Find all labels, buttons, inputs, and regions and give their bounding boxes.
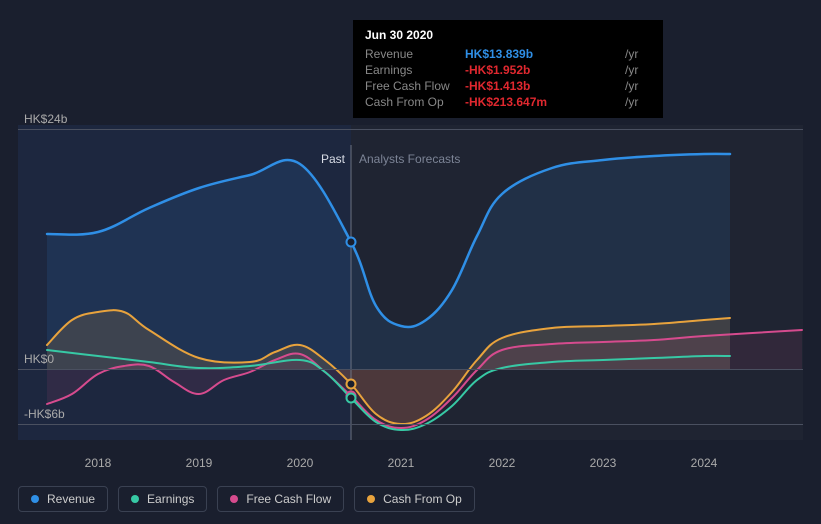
legend-label: Free Cash Flow [246,492,331,506]
legend-label: Revenue [47,492,95,506]
tooltip-row-value: HK$13.839b [465,46,625,62]
chart-legend: Revenue Earnings Free Cash Flow Cash From O… [18,486,475,512]
y-gridline [18,129,803,130]
legend-item-free_cash_flow[interactable]: Free Cash Flow [217,486,344,512]
chart-container: HK$24b HK$0 -HK$6b 2018 2019 2020 2021 2022 202… [0,0,821,524]
legend-item-cash_from_op[interactable]: Cash From Op [354,486,475,512]
x-axis-label: 2021 [388,456,415,470]
tooltip-row: Earnings-HK$1.952b/yr [365,62,651,78]
legend-swatch [367,495,375,503]
x-axis-label: 2019 [186,456,213,470]
forecast-region-label: Analysts Forecasts [359,152,460,166]
tooltip-row-value: -HK$1.413b [465,78,625,94]
hover-marker [347,394,356,403]
x-axis-label: 2024 [691,456,718,470]
y-axis-label: HK$24b [24,112,67,126]
hover-marker [347,238,356,247]
tooltip-row-label: Earnings [365,62,465,78]
legend-item-earnings[interactable]: Earnings [118,486,207,512]
tooltip-row-label: Cash From Op [365,94,465,110]
y-axis-label: -HK$6b [24,407,65,421]
y-gridline [18,369,803,370]
tooltip-date: Jun 30 2020 [365,28,651,42]
legend-label: Earnings [147,492,194,506]
legend-swatch [230,495,238,503]
hover-marker [347,380,356,389]
tooltip-row-unit: /yr [625,94,651,110]
y-axis-label: HK$0 [24,352,54,366]
legend-swatch [131,495,139,503]
tooltip-table: RevenueHK$13.839b/yrEarnings-HK$1.952b/y… [365,46,651,110]
tooltip-row-label: Free Cash Flow [365,78,465,94]
legend-label: Cash From Op [383,492,462,506]
legend-item-revenue[interactable]: Revenue [18,486,108,512]
tooltip-row-label: Revenue [365,46,465,62]
tooltip-row-value: -HK$213.647m [465,94,625,110]
tooltip-row-value: -HK$1.952b [465,62,625,78]
x-axis-label: 2022 [489,456,516,470]
x-axis-label: 2018 [85,456,112,470]
tooltip-row: Free Cash Flow-HK$1.413b/yr [365,78,651,94]
tooltip-row-unit: /yr [625,62,651,78]
tooltip-row: RevenueHK$13.839b/yr [365,46,651,62]
x-axis-label: 2023 [590,456,617,470]
tooltip-row-unit: /yr [625,78,651,94]
legend-swatch [31,495,39,503]
tooltip-row: Cash From Op-HK$213.647m/yr [365,94,651,110]
x-axis-label: 2020 [287,456,314,470]
y-gridline [18,424,803,425]
past-region-label: Past [321,152,345,166]
chart-tooltip: Jun 30 2020 RevenueHK$13.839b/yrEarnings… [353,20,663,118]
tooltip-row-unit: /yr [625,46,651,62]
